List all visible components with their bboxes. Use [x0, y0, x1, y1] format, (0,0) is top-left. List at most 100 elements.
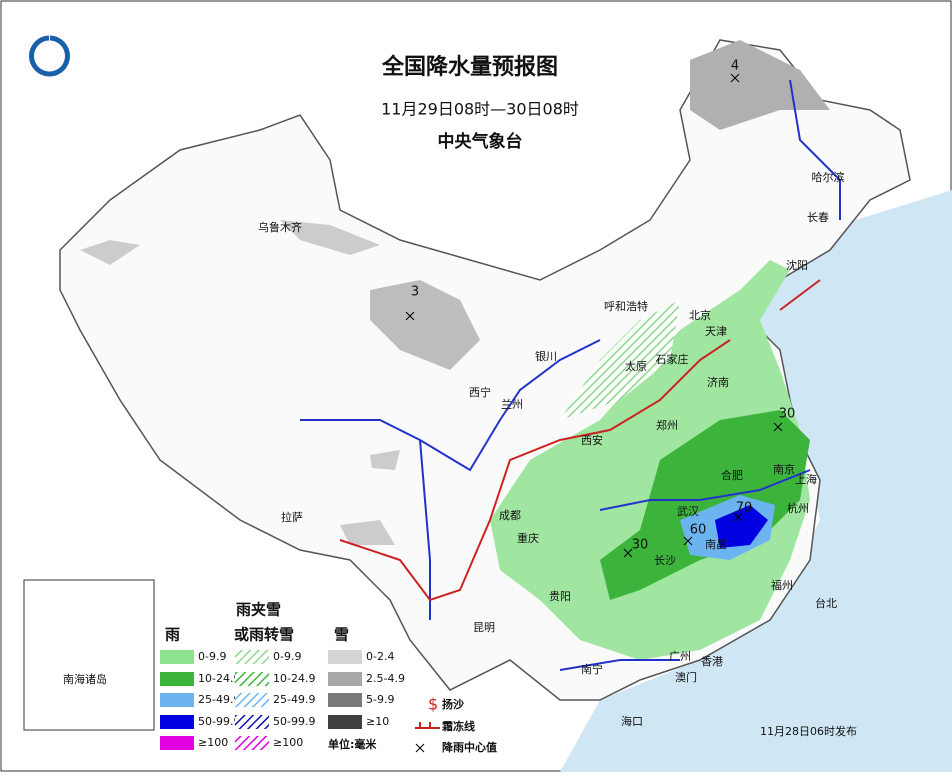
legend-label: 5-9.9 [366, 693, 394, 706]
legend-swatch [235, 715, 269, 729]
legend-label: 0-2.4 [366, 650, 394, 663]
period: 11月29日08时—30日08时 [381, 100, 579, 119]
legend-swatch [328, 672, 362, 686]
legend-swatch [328, 715, 362, 729]
city-label: 西安 [581, 433, 603, 447]
legend-title: 雪 [334, 626, 349, 644]
legend-unit: 单位:毫米 [328, 737, 377, 751]
city-label: 沈阳 [786, 258, 808, 272]
city-label: 哈尔滨 [812, 170, 845, 184]
snow-area [370, 280, 480, 370]
legend-swatch [235, 650, 269, 664]
city-label: 乌鲁木齐 [258, 220, 302, 234]
legend-swatch [160, 736, 194, 750]
center-value: 4 [731, 59, 739, 74]
center-value: 3 [411, 285, 419, 300]
rain-moderate [600, 410, 810, 600]
city-label: 呼和浩特 [604, 299, 648, 313]
center-value: 70 [736, 501, 753, 516]
center-mark [623, 548, 633, 558]
city-label: 济南 [707, 375, 729, 389]
city-label: 上海 [795, 472, 817, 486]
logo [29, 35, 70, 77]
city-label: 西宁 [469, 385, 491, 399]
legend-swatch [160, 650, 194, 664]
city-label: 广州 [669, 650, 691, 663]
legend-swatch [235, 736, 269, 750]
city-label: 澳门 [675, 670, 697, 684]
legend-label: 10-24.9 [198, 672, 240, 685]
center-mark [773, 422, 783, 432]
city-label: 太原 [625, 360, 647, 373]
legend-swatch [328, 693, 362, 707]
river [300, 79, 841, 671]
legend-swatch [160, 715, 194, 729]
city-label: 郑州 [656, 418, 678, 432]
sand-symbol: $ [428, 695, 438, 714]
city-label: 南宁 [581, 662, 603, 676]
city-label: 香港 [701, 655, 723, 668]
city-label: 昆明 [473, 621, 495, 634]
sleet-light [560, 300, 680, 420]
city-label: 兰州 [501, 398, 523, 411]
inset-label: 南海诸岛 [63, 672, 107, 686]
inset-frame [23, 579, 155, 731]
legend-title: 或雨转雪 [234, 626, 294, 644]
legend-label: 2.5-4.9 [366, 672, 405, 685]
city-label: 石家庄 [656, 352, 689, 366]
issuer: 中央气象台 [438, 131, 523, 152]
legend-center: 降雨中心值 [442, 740, 497, 754]
city-label: 台北 [815, 596, 837, 610]
sea [560, 190, 952, 772]
legend-label: 50-99.9 [198, 715, 240, 728]
legend-label: 25-49.9 [273, 693, 315, 706]
legend-label: ≥10 [366, 715, 389, 728]
center-symbol [415, 743, 425, 753]
center-mark [683, 536, 693, 546]
frost-line [339, 279, 821, 602]
city-label: 天津 [705, 325, 727, 338]
city-label: 长沙 [654, 554, 676, 567]
legend-label: 10-24.9 [273, 672, 315, 685]
legend-swatch [328, 650, 362, 664]
footer: 11月28日06时发布 [760, 724, 857, 738]
city-label: 拉萨 [281, 510, 303, 524]
city-label: 长春 [807, 211, 829, 224]
city-label: 南京 [773, 462, 795, 476]
legend-swatch [160, 693, 194, 707]
legend-title: 雨 [165, 626, 180, 644]
city-label: 武汉 [677, 505, 699, 518]
legend-label: ≥100 [273, 736, 303, 749]
city-label: 合肥 [721, 468, 743, 482]
city-label: 贵阳 [549, 590, 571, 603]
city-label: 杭州 [787, 501, 809, 515]
title: 全国降水量预报图 [381, 54, 558, 80]
legend-swatch [160, 672, 194, 686]
city-label: 重庆 [517, 531, 539, 545]
legend-swatch [235, 693, 269, 707]
city-label: 海口 [621, 714, 643, 728]
city-label: 成都 [499, 509, 521, 522]
legend-label: 0-9.9 [198, 650, 226, 663]
legend-swatch [235, 672, 269, 686]
snow-area [80, 220, 400, 545]
center-value: 30 [779, 407, 796, 422]
city-label: 南昌 [705, 538, 727, 551]
center-value: 30 [632, 538, 649, 553]
legend-label: ≥100 [198, 736, 228, 749]
center-value: 60 [690, 523, 707, 538]
legend-label: 50-99.9 [273, 715, 315, 728]
legend-label: 25-49.9 [198, 693, 240, 706]
legend-frost: 霜冻线 [441, 719, 475, 733]
frost-symbol [415, 722, 440, 729]
legend-title: 雨夹雪 [236, 601, 281, 619]
center-mark [730, 73, 740, 83]
city-label: 银川 [535, 349, 557, 363]
legend-label: 0-9.9 [273, 650, 301, 663]
city-label: 福州 [771, 578, 793, 592]
center-mark [733, 512, 743, 522]
rain-storm [715, 505, 768, 548]
center-mark [405, 311, 415, 321]
city-label: 北京 [689, 308, 711, 322]
